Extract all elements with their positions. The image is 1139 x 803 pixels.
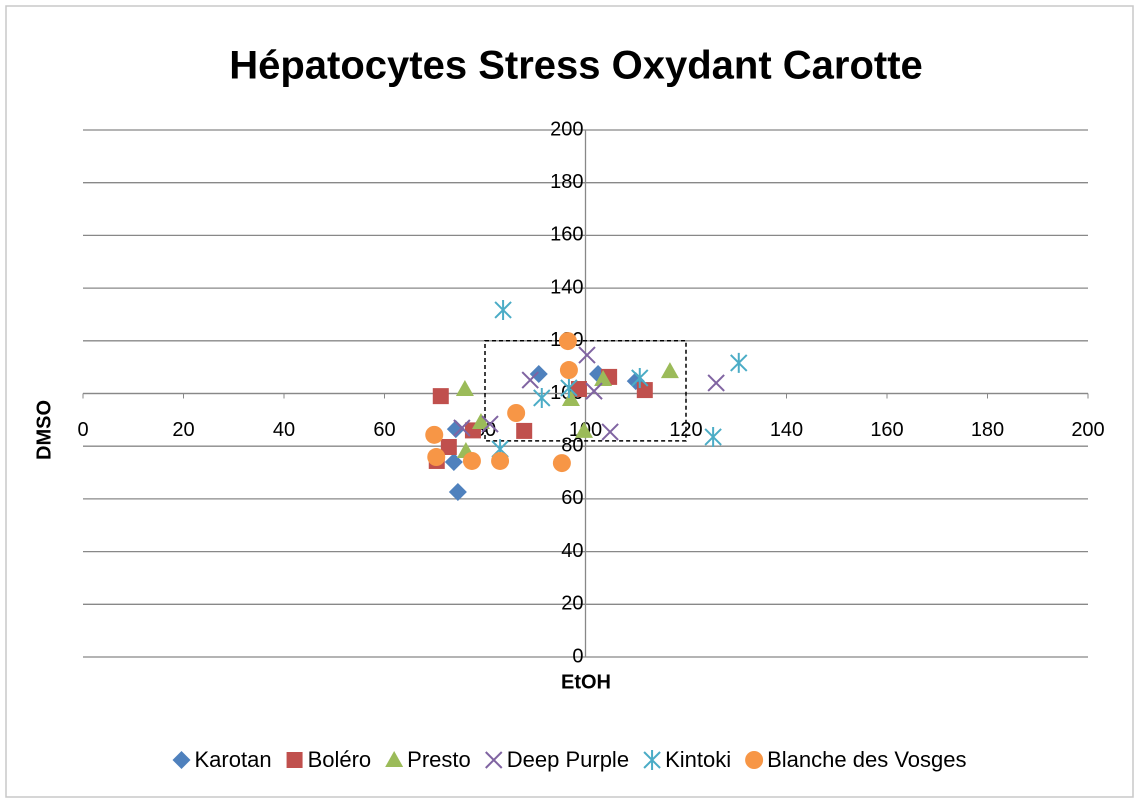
point	[491, 451, 510, 470]
legend-label: Presto	[407, 747, 471, 772]
chart-title: Hépatocytes Stress Oxydant Carotte	[229, 44, 923, 88]
x-tick-label: 0	[77, 419, 88, 441]
point	[561, 390, 580, 407]
point	[453, 419, 471, 437]
point	[440, 438, 457, 455]
point	[601, 423, 619, 441]
legend-marker	[172, 751, 191, 769]
y-tick-label: 80	[561, 434, 583, 456]
legend-label: Blanche des Vosges	[767, 747, 966, 772]
y-tick-label: 140	[550, 276, 583, 298]
y-tick-label: 180	[550, 171, 583, 193]
legend-label: Kintoki	[665, 747, 731, 772]
legend-marker	[745, 751, 764, 769]
point	[432, 388, 449, 405]
point	[446, 420, 465, 439]
point	[707, 374, 725, 392]
point	[507, 403, 526, 422]
legend-marker	[485, 751, 503, 769]
point	[427, 448, 446, 467]
x-tick-label: 140	[770, 419, 803, 441]
point	[425, 425, 444, 444]
point	[636, 382, 653, 399]
point	[471, 412, 490, 429]
legend-label: Karotan	[195, 747, 272, 772]
point	[494, 299, 512, 320]
point	[529, 365, 548, 384]
point	[578, 346, 596, 364]
point	[455, 380, 474, 397]
point	[594, 370, 613, 387]
y-tick-label: 200	[550, 118, 583, 140]
point	[631, 367, 649, 388]
y-tick-label: 160	[550, 224, 583, 246]
legend-label: Deep Purple	[507, 747, 629, 772]
x-tick-label: 180	[971, 419, 1004, 441]
legend-label: Boléro	[308, 747, 372, 772]
y-tick-label: 60	[561, 487, 583, 509]
point	[560, 377, 578, 398]
y-tick-label: 20	[561, 593, 583, 615]
x-tick-label: 60	[373, 419, 395, 441]
point	[559, 361, 578, 380]
legend-marker	[385, 751, 404, 767]
x-tick-label: 200	[1071, 419, 1104, 441]
highlight-box	[484, 340, 687, 442]
point	[558, 332, 577, 351]
x-tick-label: 160	[870, 419, 903, 441]
point	[533, 387, 551, 408]
point	[574, 421, 593, 438]
point	[516, 422, 533, 439]
y-tick-label: 0	[572, 645, 583, 667]
x-tick-label: 40	[273, 419, 295, 441]
x-axis-label: EtOH	[561, 671, 611, 693]
legend-marker	[643, 750, 661, 770]
point	[660, 362, 679, 379]
point	[521, 371, 539, 389]
y-tick-label: 40	[561, 540, 583, 562]
point	[448, 483, 467, 502]
point	[585, 382, 603, 400]
y-axis-label: DMSO	[33, 400, 55, 460]
x-tick-label: 20	[172, 419, 194, 441]
point	[552, 454, 571, 473]
point	[730, 352, 748, 373]
point	[704, 426, 722, 447]
point	[481, 415, 499, 433]
legend-marker	[286, 752, 303, 768]
point	[462, 451, 481, 470]
legend: Karotan Boléro Presto Deep Purple Kintoki Bla…	[172, 747, 966, 772]
